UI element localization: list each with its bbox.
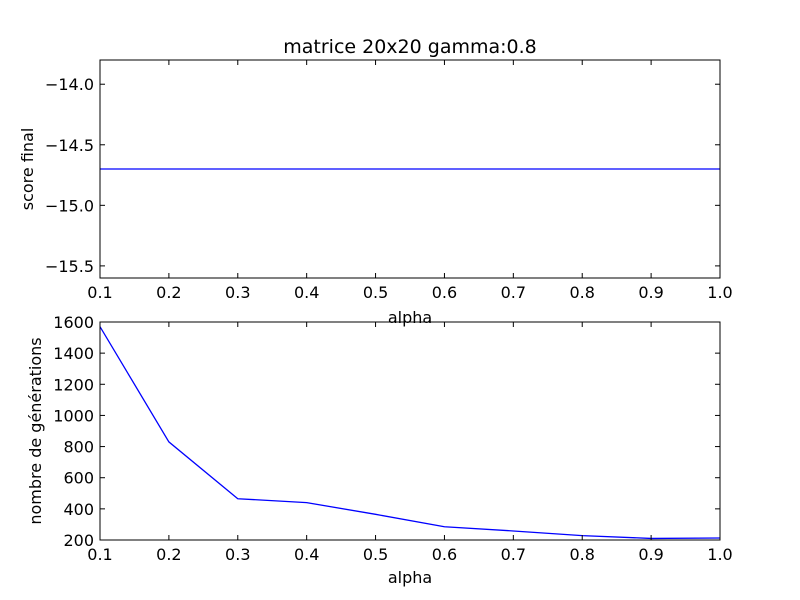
- generations-x-tick-label: 0.7: [501, 545, 526, 564]
- generations-y-ticks: 200 400 600 800 1000 1200 1400 1600: [53, 313, 720, 550]
- score-final-y-tick-label: −15.0: [45, 196, 94, 215]
- score-final-x-tick-label: 0.2: [156, 283, 181, 302]
- score-final-x-tick-label: 0.6: [432, 283, 457, 302]
- generations-y-tick-label: 400: [63, 500, 94, 519]
- score-final-x-tick-label: 0.9: [638, 283, 663, 302]
- score-final-x-tick-label: 0.3: [225, 283, 250, 302]
- score-final-subplot: 0.1 0.2 0.3 0.4 0.5 0.6 0.7 0.8 0.9 1.0 −14.0−14.…: [18, 59, 733, 327]
- generations-plot-area: [99, 321, 721, 541]
- score-final-x-tick-label: 0.8: [569, 283, 594, 302]
- generations-x-tick-label: 0.9: [638, 545, 663, 564]
- generations-x-tick-label: 0.4: [294, 545, 319, 564]
- generations-x-tick-label: 0.3: [225, 545, 250, 564]
- score-final-x-tick-label: 0.1: [87, 283, 112, 302]
- generations-y-tick-label: 1400: [53, 344, 94, 363]
- score-final-y-axis-label: score final: [18, 128, 37, 211]
- generations-axes-frame: [99, 321, 721, 541]
- generations-y-tick-label: 800: [63, 438, 94, 457]
- generations-y-tick-label: 1600: [53, 313, 94, 332]
- score-final-x-tick-label: 0.5: [363, 283, 388, 302]
- score-final-x-axis-label: alpha: [388, 308, 432, 327]
- score-final-axes-frame: [99, 59, 721, 279]
- generations-y-tick-label: 1200: [53, 375, 94, 394]
- generations-x-tick-label: 0.2: [156, 545, 181, 564]
- generations-x-tick-label: 1.0: [707, 545, 732, 564]
- figure-title: matrice 20x20 gamma:0.8: [283, 36, 537, 58]
- generations-y-tick-label: 1000: [53, 406, 94, 425]
- score-final-y-tick-label: −15.5: [45, 257, 94, 276]
- generations-x-ticks: 0.1 0.2 0.3 0.4 0.5 0.6 0.7 0.8 0.9 1.0: [87, 322, 733, 564]
- generations-y-tick-label: 600: [63, 469, 94, 488]
- generations-x-tick-label: 0.6: [432, 545, 457, 564]
- score-final-x-tick-label: 0.7: [501, 283, 526, 302]
- generations-x-tick-label: 0.1: [87, 545, 112, 564]
- score-final-x-ticks: 0.1 0.2 0.3 0.4 0.5 0.6 0.7 0.8 0.9 1.0: [87, 60, 733, 302]
- generations-subplot: 0.1 0.2 0.3 0.4 0.5 0.6 0.7 0.8 0.9 1.0 200 400 600…: [26, 313, 733, 587]
- score-final-x-tick-label: 1.0: [707, 283, 732, 302]
- score-final-y-tick-label: −14.0: [45, 75, 94, 94]
- score-final-x-tick-label: 0.4: [294, 283, 319, 302]
- generations-y-axis-label: nombre de générations: [26, 337, 45, 524]
- score-final-plot-area: [99, 59, 721, 279]
- generations-series-line-0: [100, 326, 720, 540]
- generations-y-tick-label: 200: [63, 531, 94, 550]
- generations-x-axis-label: alpha: [388, 568, 432, 587]
- generations-x-tick-label: 0.5: [363, 545, 388, 564]
- score-final-y-tick-label: −14.5: [45, 136, 94, 155]
- score-final-y-ticks: −14.0 −14.5 −15.0 −15.5: [45, 75, 720, 276]
- generations-x-tick-label: 0.8: [569, 545, 594, 564]
